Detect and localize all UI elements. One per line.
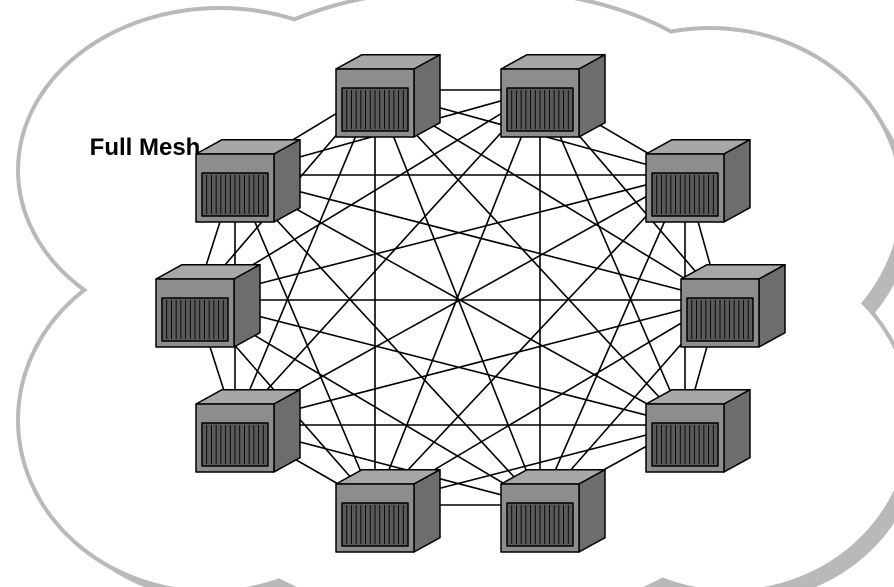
server-node [501, 55, 605, 137]
server-node [196, 390, 300, 472]
server-node [196, 140, 300, 222]
server-node [336, 55, 440, 137]
server-node [646, 140, 750, 222]
server-node [501, 470, 605, 552]
server-node [681, 265, 785, 347]
full-mesh-diagram: Full Mesh [0, 0, 894, 587]
server-node [646, 390, 750, 472]
diagram-title: Full Mesh [90, 134, 201, 161]
server-node [156, 265, 260, 347]
server-node [336, 470, 440, 552]
